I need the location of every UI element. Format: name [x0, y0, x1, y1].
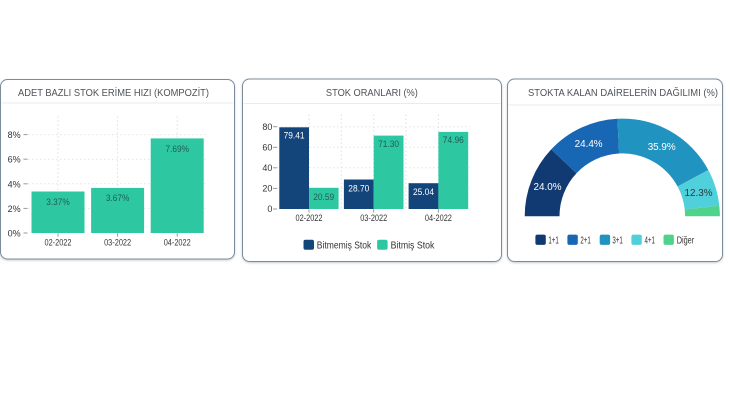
svg-text:4+1: 4+1	[645, 236, 656, 247]
svg-text:1+1: 1+1	[548, 236, 559, 247]
svg-text:60: 60	[262, 143, 272, 153]
svg-text:80: 80	[262, 122, 272, 132]
svg-text:STOKTA KALAN DAİRELERİN DAĞILI: STOKTA KALAN DAİRELERİN DAĞILIMI (%)	[528, 86, 718, 99]
svg-text:74.96: 74.96	[443, 135, 464, 146]
svg-text:4%: 4%	[8, 179, 21, 189]
svg-text:04-2022: 04-2022	[425, 213, 452, 224]
svg-text:3+1: 3+1	[612, 236, 623, 247]
svg-text:35.9%: 35.9%	[648, 142, 676, 153]
svg-text:20.59: 20.59	[313, 192, 334, 203]
svg-text:20: 20	[262, 184, 272, 194]
svg-text:28.70: 28.70	[348, 183, 369, 194]
svg-text:03-2022: 03-2022	[360, 213, 387, 224]
svg-text:40: 40	[262, 163, 272, 173]
svg-text:STOK ORANLARI (%): STOK ORANLARI (%)	[326, 87, 418, 99]
svg-text:24.4%: 24.4%	[575, 139, 603, 150]
svg-text:0%: 0%	[8, 229, 21, 239]
svg-text:02-2022: 02-2022	[45, 237, 72, 248]
svg-text:7.69%: 7.69%	[165, 144, 189, 155]
svg-text:Diğer: Diğer	[677, 236, 695, 247]
svg-text:0: 0	[267, 204, 272, 214]
svg-text:6%: 6%	[8, 155, 21, 165]
svg-text:2+1: 2+1	[580, 236, 591, 247]
svg-text:24.0%: 24.0%	[534, 182, 562, 193]
svg-text:25.04: 25.04	[413, 187, 434, 198]
svg-text:71.30: 71.30	[378, 139, 399, 150]
svg-text:3.67%: 3.67%	[106, 193, 130, 204]
svg-text:79.41: 79.41	[284, 131, 305, 142]
svg-text:12.3%: 12.3%	[685, 188, 713, 199]
svg-text:02-2022: 02-2022	[296, 213, 323, 224]
svg-text:ADET BAZLI STOK ERİME HIZI (KO: ADET BAZLI STOK ERİME HIZI (KOMPOZİT)	[18, 86, 209, 99]
svg-text:8%: 8%	[8, 130, 21, 140]
svg-text:Bitmemiş Stok: Bitmemiş Stok	[317, 240, 372, 251]
svg-text:03-2022: 03-2022	[104, 237, 131, 248]
svg-text:Bitmiş Stok: Bitmiş Stok	[391, 240, 436, 251]
svg-text:04-2022: 04-2022	[164, 237, 191, 248]
svg-text:3.37%: 3.37%	[46, 197, 70, 208]
svg-text:2%: 2%	[8, 204, 21, 214]
